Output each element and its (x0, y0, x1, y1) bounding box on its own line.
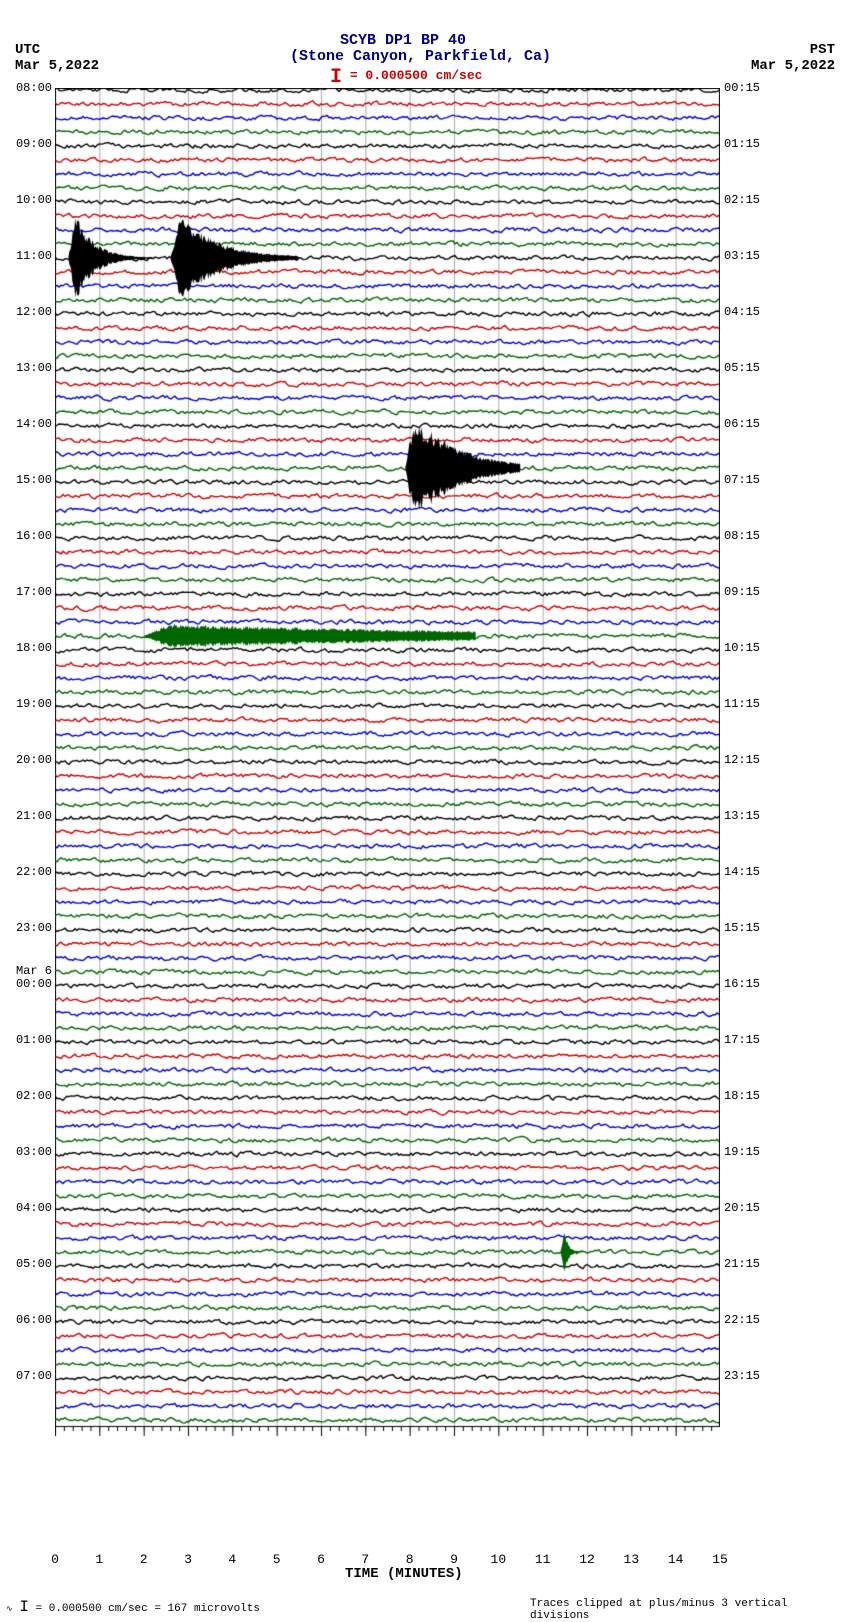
utc-time-label: 17:00 (2, 585, 52, 599)
x-tick-label: 0 (51, 1552, 59, 1567)
tz-left-label: UTC (15, 42, 40, 58)
x-tick-label: 9 (450, 1552, 458, 1567)
x-tick-label: 15 (712, 1552, 728, 1567)
footer-right: Traces clipped at plus/minus 3 vertical … (530, 1598, 850, 1622)
x-axis-title: TIME (MINUTES) (345, 1566, 463, 1582)
date-right: Mar 5,2022 (751, 58, 835, 74)
pst-time-label: 22:15 (724, 1313, 760, 1327)
pst-time-label: 12:15 (724, 753, 760, 767)
pst-time-label: 01:15 (724, 137, 760, 151)
pst-time-label: 16:15 (724, 977, 760, 991)
x-tick-label: 1 (95, 1552, 103, 1567)
utc-time-label: 19:00 (2, 697, 52, 711)
pst-time-label: 08:15 (724, 529, 760, 543)
pst-time-label: 06:15 (724, 417, 760, 431)
pst-time-label: 02:15 (724, 193, 760, 207)
x-tick-label: 2 (140, 1552, 148, 1567)
utc-time-label: 15:00 (2, 473, 52, 487)
pst-time-label: 19:15 (724, 1145, 760, 1159)
utc-time-label: 10:00 (2, 193, 52, 207)
tz-right-label: PST (810, 42, 835, 58)
x-tick-label: 13 (624, 1552, 640, 1567)
pst-time-label: 00:15 (724, 81, 760, 95)
seismogram-canvas (55, 88, 720, 1538)
title-line-2: (Stone Canyon, Parkfield, Ca) (290, 48, 551, 65)
x-tick-label: 12 (579, 1552, 595, 1567)
utc-time-label: 01:00 (2, 1033, 52, 1047)
x-tick-label: 3 (184, 1552, 192, 1567)
utc-time-label: 09:00 (2, 137, 52, 151)
utc-time-label: 07:00 (2, 1369, 52, 1383)
x-tick-label: 7 (361, 1552, 369, 1567)
pst-time-label: 21:15 (724, 1257, 760, 1271)
utc-time-label: 11:00 (2, 249, 52, 263)
utc-time-label: 18:00 (2, 641, 52, 655)
x-tick-label: 6 (317, 1552, 325, 1567)
pst-time-label: 05:15 (724, 361, 760, 375)
pst-time-label: 15:15 (724, 921, 760, 935)
pst-time-label: 03:15 (724, 249, 760, 263)
utc-time-label: 02:00 (2, 1089, 52, 1103)
pst-time-label: 09:15 (724, 585, 760, 599)
x-tick-label: 11 (535, 1552, 551, 1567)
pst-time-label: 23:15 (724, 1369, 760, 1383)
pst-time-label: 11:15 (724, 697, 760, 711)
utc-time-label: 05:00 (2, 1257, 52, 1271)
pst-time-label: 13:15 (724, 809, 760, 823)
utc-time-label: 21:00 (2, 809, 52, 823)
scale-bar-label: I = 0.000500 cm/sec (330, 66, 482, 89)
pst-time-label: 14:15 (724, 865, 760, 879)
pst-time-label: 10:15 (724, 641, 760, 655)
utc-time-label: 12:00 (2, 305, 52, 319)
pst-time-label: 04:15 (724, 305, 760, 319)
utc-date-prefix: Mar 6 (2, 964, 52, 978)
utc-time-label: 14:00 (2, 417, 52, 431)
pst-time-label: 17:15 (724, 1033, 760, 1047)
pst-time-label: 18:15 (724, 1089, 760, 1103)
pst-time-label: 20:15 (724, 1201, 760, 1215)
utc-time-label: 06:00 (2, 1313, 52, 1327)
x-tick-label: 4 (228, 1552, 236, 1567)
x-tick-label: 5 (273, 1552, 281, 1567)
utc-time-label: 23:00 (2, 921, 52, 935)
footer-left: ∿ I = 0.000500 cm/sec = 167 microvolts (6, 1598, 260, 1616)
title-line-1: SCYB DP1 BP 40 (340, 32, 466, 49)
pst-time-label: 07:15 (724, 473, 760, 487)
x-tick-label: 10 (491, 1552, 507, 1567)
utc-time-label: 08:00 (2, 81, 52, 95)
utc-time-label: 20:00 (2, 753, 52, 767)
utc-time-label: 16:00 (2, 529, 52, 543)
utc-time-label: 03:00 (2, 1145, 52, 1159)
x-tick-label: 14 (668, 1552, 684, 1567)
x-tick-label: 8 (406, 1552, 414, 1567)
date-left: Mar 5,2022 (15, 58, 99, 74)
utc-time-label: 00:00 (2, 977, 52, 991)
utc-time-label: 22:00 (2, 865, 52, 879)
utc-time-label: 13:00 (2, 361, 52, 375)
utc-time-label: 04:00 (2, 1201, 52, 1215)
